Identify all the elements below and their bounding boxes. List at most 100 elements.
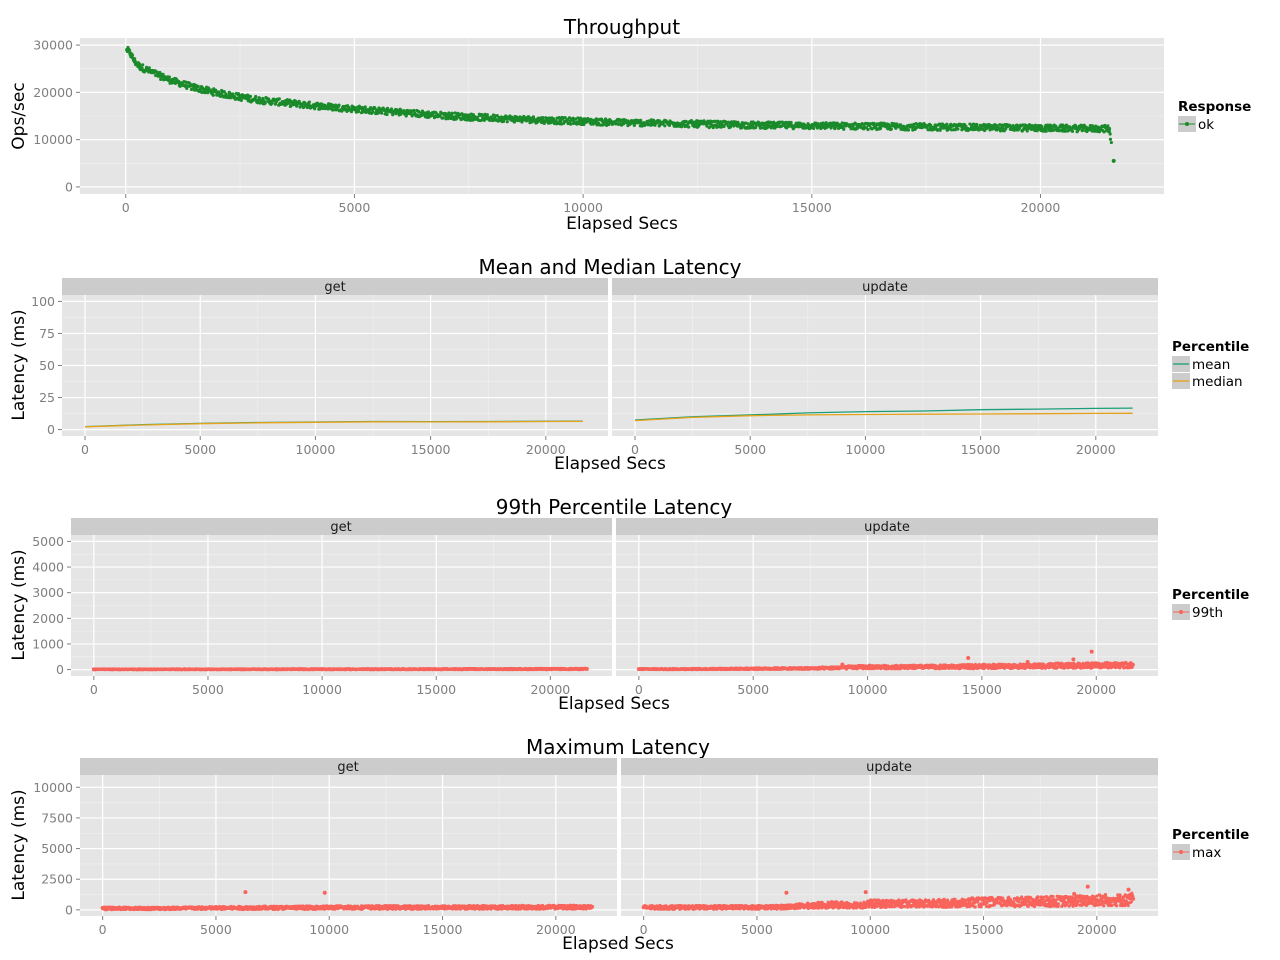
data-point-ok (222, 90, 226, 94)
data-point-ok (450, 111, 454, 115)
data-point-ok (1108, 132, 1112, 136)
x-tick-label: 0 (122, 200, 130, 215)
data-point-ok (872, 121, 876, 126)
data-point-ok (380, 111, 384, 115)
y-tick-label: 0 (47, 422, 55, 437)
data-point-ok (371, 110, 375, 114)
data-point-ok (189, 87, 194, 92)
p99-y-axis-title: Latency (ms) (9, 549, 29, 660)
data-point-ok (687, 125, 691, 129)
data-point-99th (1071, 657, 1076, 662)
throughput-y-axis-title: Ops/sec (9, 82, 29, 149)
x-tick-label: 10000 (296, 442, 336, 457)
throughput-legend-label-ok: ok (1198, 117, 1214, 133)
p99-strip-label-update: update (864, 520, 910, 535)
x-tick-label: 5000 (184, 442, 216, 457)
data-point-ok (441, 116, 445, 120)
throughput-grid (80, 38, 1164, 194)
data-point-ok (812, 126, 816, 131)
data-point-ok (196, 84, 200, 88)
data-point-ok (231, 92, 235, 96)
data-point-ok (569, 122, 573, 126)
data-point-ok (945, 122, 949, 126)
p99-legend-title: Percentile (1172, 587, 1249, 603)
max-strip-label-get: get (337, 760, 358, 775)
mean-median-strip-label-get: get (324, 280, 345, 295)
data-point-ok (161, 72, 165, 76)
data-point-ok (833, 125, 838, 129)
data-point-ok (757, 121, 761, 125)
data-point-ok (453, 111, 457, 115)
data-point-ok (1108, 137, 1113, 141)
data-point-ok (736, 120, 740, 124)
throughput-x-axis-title: Elapsed Secs (566, 214, 678, 234)
data-point-ok (267, 97, 271, 101)
data-point-ok (340, 109, 344, 113)
x-tick-label: 20000 (1076, 682, 1116, 697)
y-tick-label: 100 (31, 294, 55, 309)
mean-median-title: Mean and Median Latency (479, 255, 742, 279)
data-point-ok (929, 123, 933, 127)
data-point-ok (128, 49, 132, 53)
data-point-ok (964, 124, 968, 128)
data-point-ok (722, 124, 726, 129)
data-point-ok (356, 109, 361, 114)
data-point-ok (154, 73, 158, 78)
data-point-ok (133, 57, 137, 61)
data-point-ok (141, 63, 145, 67)
x-tick-label: 15000 (962, 682, 1002, 697)
x-tick-label: 5000 (192, 682, 224, 697)
p99-legend-label-99th: 99th (1192, 605, 1223, 621)
data-point-99th (1089, 649, 1094, 654)
data-point-ok (130, 53, 135, 57)
data-point-99th (1130, 663, 1135, 667)
y-tick-label: 5000 (32, 534, 64, 549)
data-point-ok (307, 100, 311, 104)
data-point-ok (1111, 158, 1116, 163)
data-point-ok (156, 74, 160, 78)
mean-median-x-axis-title: Elapsed Secs (554, 454, 666, 474)
data-point-ok (705, 124, 709, 128)
data-point-ok (140, 66, 144, 70)
data-point-ok (167, 75, 171, 79)
data-point-ok (233, 94, 237, 99)
data-point-ok (1051, 128, 1056, 132)
data-point-ok (607, 122, 611, 127)
data-point-ok (505, 120, 509, 124)
data-point-max (322, 890, 327, 895)
data-point-ok (147, 66, 151, 70)
data-point-ok (789, 120, 793, 125)
data-point-ok (816, 122, 820, 126)
x-tick-label: 10000 (563, 200, 603, 215)
data-point-ok (953, 128, 957, 132)
data-point-ok (713, 119, 717, 123)
data-point-ok (551, 117, 556, 121)
data-point-ok (412, 108, 416, 113)
data-point-ok (410, 114, 414, 118)
data-point-ok (313, 107, 317, 111)
data-point-ok (277, 97, 281, 101)
y-tick-label: 0 (56, 662, 64, 677)
y-tick-label: 25 (39, 390, 55, 405)
data-point-ok (874, 125, 878, 129)
max-title: Maximum Latency (526, 735, 710, 759)
x-tick-label: 20000 (1076, 442, 1116, 457)
data-point-ok (906, 128, 911, 132)
x-tick-label: 15000 (792, 200, 832, 215)
throughput-chart: Throughput 0 5000 10000 15000 20000 01000020… (9, 15, 1251, 234)
data-point-99th (966, 656, 971, 661)
x-tick-label: 5000 (339, 200, 371, 215)
data-point-ok (866, 127, 870, 132)
data-point-ok (888, 124, 892, 129)
data-point-ok (287, 101, 291, 105)
throughput-points (125, 45, 1116, 163)
data-point-ok (254, 94, 258, 99)
mean-median-strip-label-update: update (862, 280, 908, 295)
x-tick-label: 10000 (848, 682, 888, 697)
x-tick-label: 5000 (734, 442, 766, 457)
data-point-ok (758, 126, 763, 130)
data-point-ok (447, 111, 451, 115)
x-tick-label: 15000 (961, 442, 1001, 457)
data-point-ok (361, 110, 366, 114)
